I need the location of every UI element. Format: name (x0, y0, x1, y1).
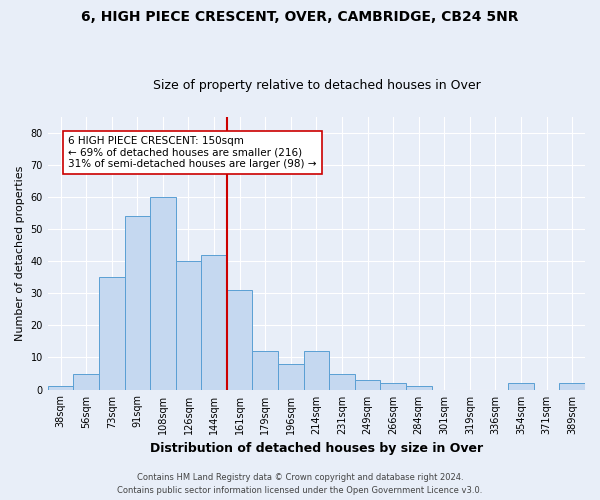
Bar (99, 277, 125, 390)
Bar (406, 386, 431, 390)
Bar (73, 374, 99, 390)
Bar (355, 380, 380, 390)
Bar (329, 374, 355, 390)
Title: Size of property relative to detached houses in Over: Size of property relative to detached ho… (152, 79, 480, 92)
Bar (125, 216, 150, 390)
Bar (48, 386, 73, 390)
Bar (150, 197, 176, 390)
Bar (201, 255, 227, 390)
Bar (253, 351, 278, 390)
Bar (559, 383, 585, 390)
Bar (380, 383, 406, 390)
Bar (508, 383, 534, 390)
Bar (176, 261, 201, 390)
Bar (304, 351, 329, 390)
Text: 6, HIGH PIECE CRESCENT, OVER, CAMBRIDGE, CB24 5NR: 6, HIGH PIECE CRESCENT, OVER, CAMBRIDGE,… (81, 10, 519, 24)
Bar (278, 364, 304, 390)
Y-axis label: Number of detached properties: Number of detached properties (15, 166, 25, 341)
X-axis label: Distribution of detached houses by size in Over: Distribution of detached houses by size … (150, 442, 483, 455)
Bar (227, 290, 253, 390)
Text: 6 HIGH PIECE CRESCENT: 150sqm
← 69% of detached houses are smaller (216)
31% of : 6 HIGH PIECE CRESCENT: 150sqm ← 69% of d… (68, 136, 317, 169)
Text: Contains HM Land Registry data © Crown copyright and database right 2024.
Contai: Contains HM Land Registry data © Crown c… (118, 474, 482, 495)
